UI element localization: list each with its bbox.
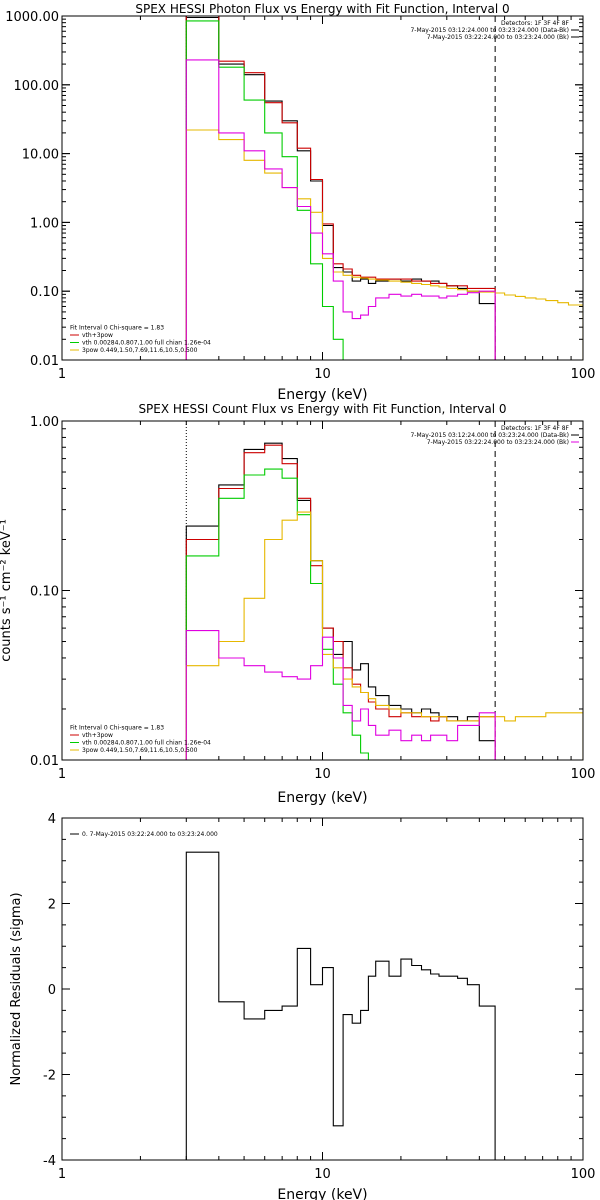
panel-1: SPEX HESSI Photon Flux vs Energy with Fi… <box>5 2 595 403</box>
x-tick-label: 10 <box>314 367 331 382</box>
x-tick-label: 10 <box>314 1167 331 1182</box>
y-tick-label: 1.00 <box>30 216 59 231</box>
y-tick-label: 4 <box>48 812 56 827</box>
series-4-line <box>185 511 583 760</box>
legend-left-entry: vth 0.00284,0.807,1.00 full chian 1.26e-… <box>82 740 211 747</box>
plot-frame <box>61 817 584 1161</box>
x-axis-label: Energy (keV) <box>277 1187 367 1200</box>
legend-left-entry: 3pow 0.449,1.50,7.69,11.6,10.5,0.500 <box>82 347 198 354</box>
y-tick-label: 0.10 <box>30 285 59 300</box>
legend-right-entry: 7-May-2015 03:22:24.000 to 03:23:24.000 … <box>427 439 569 446</box>
chart-title: SPEX HESSI Count Flux vs Energy with Fit… <box>138 402 506 416</box>
y-tick-label: 2 <box>48 898 56 913</box>
x-axis-label: Energy (keV) <box>277 387 367 403</box>
series-3-line <box>185 468 377 760</box>
panel-2: SPEX HESSI Count Flux vs Energy with Fit… <box>0 402 595 806</box>
legend-left-entry: vth+3pow <box>82 332 113 339</box>
x-tick-label: 1 <box>58 1167 66 1182</box>
legend-left-entry: 0. 7-May-2015 03:22:24.000 to 03:23:24.0… <box>82 831 218 838</box>
plot-frame <box>61 15 584 361</box>
y-tick-label: 10.00 <box>22 148 59 163</box>
x-tick-label: 100 <box>571 367 596 382</box>
series-5-line <box>185 630 496 760</box>
legend-right-entry: 7-May-2015 03:12:24.000 to 03:23:24.000 … <box>410 432 569 439</box>
legend-right-entry: Detectors: 1F 3F 4F 8F <box>501 425 570 432</box>
x-tick-label: 100 <box>571 767 596 782</box>
y-tick-label: -4 <box>43 1154 56 1169</box>
x-axis-label: Energy (keV) <box>277 790 367 806</box>
y-axis-label: counts s⁻¹ cm⁻² keV⁻¹ <box>0 519 14 662</box>
legend-left-entry: Fit Interval 0 Chi-square = 1.83 <box>70 725 164 732</box>
y-tick-label: 0.10 <box>30 585 59 600</box>
series-1-line <box>185 16 496 360</box>
legend-left-entry: vth+3pow <box>82 732 113 739</box>
series-4-line <box>185 129 583 360</box>
legend-left-entry: 3pow 0.449,1.50,7.69,11.6,10.5,0.500 <box>82 747 198 754</box>
x-tick-label: 1 <box>58 767 66 782</box>
y-tick-label: 100.00 <box>14 79 60 94</box>
legend-left-entry: vth 0.00284,0.807,1.00 full chian 1.26e-… <box>82 340 211 347</box>
series-1-line <box>185 851 496 1160</box>
series-5-line <box>185 59 496 360</box>
series-1-line <box>185 442 496 760</box>
y-tick-label: 1.00 <box>30 415 59 430</box>
legend-right-entry: 7-May-2015 03:12:24.000 to 03:23:24.000 … <box>410 27 569 34</box>
x-tick-label: 1 <box>58 367 66 382</box>
y-tick-label: 1000.00 <box>5 10 59 25</box>
y-tick-label: 0 <box>48 983 56 998</box>
legend-right-entry: Detectors: 1F 3F 4F 8F <box>501 20 570 27</box>
x-tick-label: 100 <box>571 1167 596 1182</box>
y-tick-label: -2 <box>43 1069 56 1084</box>
y-tick-label: 0.01 <box>30 354 59 369</box>
panel-3: Energy (keV) Normalized Residuals (sigma)… <box>9 812 595 1200</box>
plot-frame <box>61 420 584 761</box>
chart-title: SPEX HESSI Photon Flux vs Energy with Fi… <box>135 2 509 16</box>
legend-left-entry: Fit Interval 0 Chi-square = 1.83 <box>70 325 164 332</box>
y-axis-label: Normalized Residuals (sigma) <box>9 892 24 1085</box>
legend-right-entry: 7-May-2015 03:22:24.000 to 03:23:24.000 … <box>427 34 569 41</box>
series-3-line <box>185 20 344 360</box>
series-2-line <box>185 444 496 760</box>
y-tick-label: 0.01 <box>30 754 59 769</box>
x-tick-label: 10 <box>314 767 331 782</box>
